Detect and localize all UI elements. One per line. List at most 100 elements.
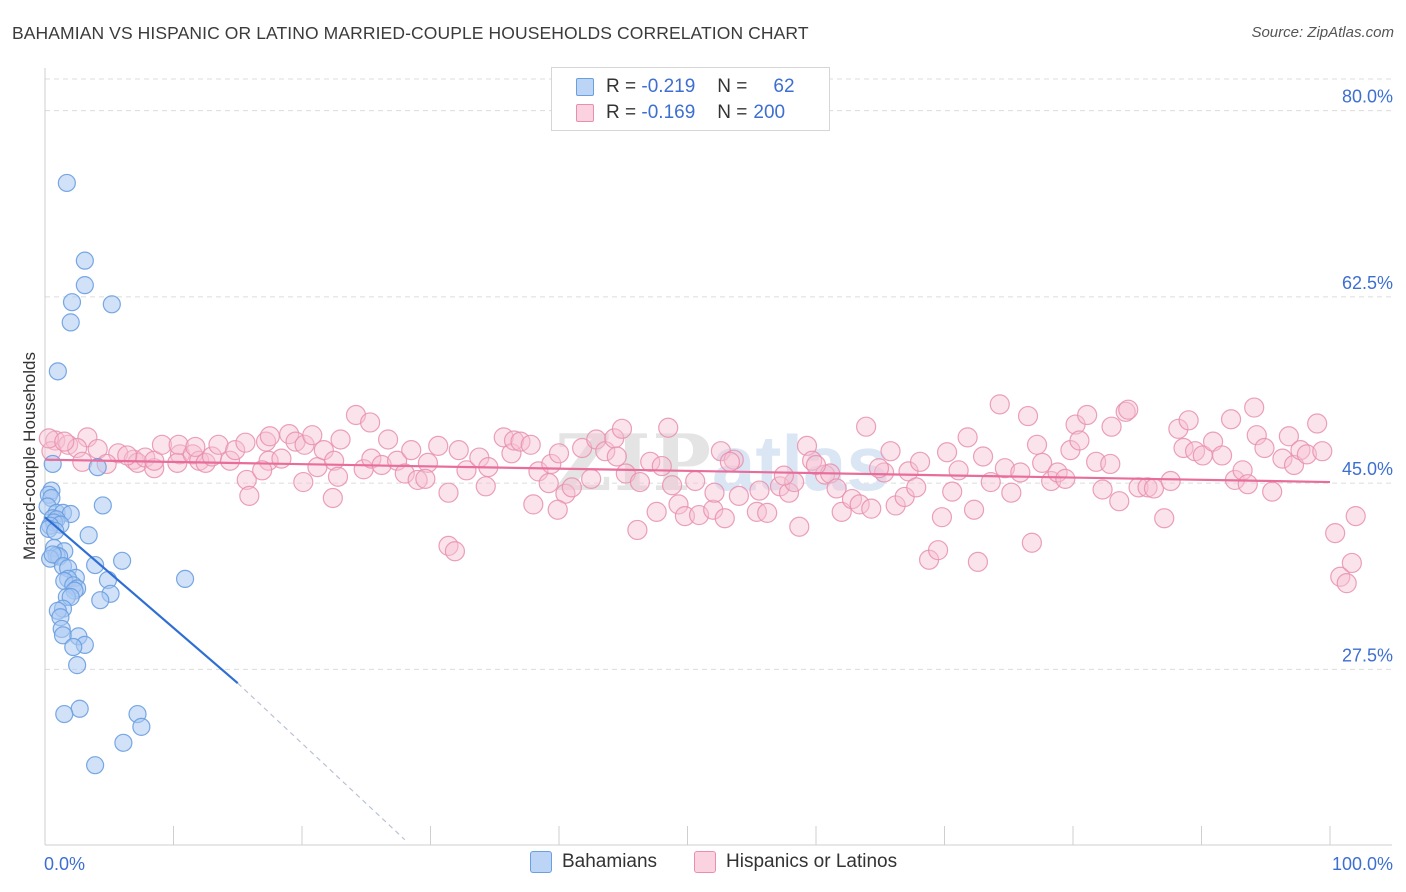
hispanic-point <box>428 435 449 456</box>
hispanic-point <box>668 494 689 515</box>
hispanic-point <box>1278 426 1299 447</box>
bahamian-point <box>43 454 62 474</box>
hispanic-point <box>151 434 173 455</box>
hispanic-point <box>931 507 953 528</box>
bottom-legend-swatch-blue <box>530 851 552 873</box>
hispanic-point <box>444 541 466 562</box>
legend-n-value: 62 <box>773 76 795 97</box>
y-tick-label: 27.5% <box>1342 645 1393 665</box>
hispanic-point <box>1272 448 1293 469</box>
hispanic-point <box>972 446 994 467</box>
hispanic-point <box>849 494 870 515</box>
hispanic-point <box>789 516 810 537</box>
hispanic-point <box>994 458 1015 479</box>
hispanic-point <box>661 475 683 496</box>
bahamian-trend-line <box>44 516 239 685</box>
hispanic-point <box>327 466 349 487</box>
watermark-zip: ZIP <box>555 418 713 509</box>
correlation-legend: R = -0.219 N = 62 R = -0.169 N = 200 <box>551 67 830 131</box>
bahamian-point <box>114 733 133 752</box>
legend-n-label: N = <box>717 76 748 97</box>
bahamian-point <box>68 656 87 675</box>
hispanic-point <box>1118 399 1139 420</box>
bahamian-point <box>46 521 65 541</box>
bahamian-point <box>102 295 121 314</box>
x-tick-label-max: 100.0% <box>1332 854 1393 874</box>
hispanic-point <box>407 469 428 491</box>
hispanic-point <box>629 471 651 493</box>
hispanic-point <box>606 446 627 467</box>
hispanic-point <box>651 455 672 477</box>
hispanic-point <box>704 482 725 503</box>
bahamian-point <box>79 526 98 545</box>
bottom-legend-label: Bahamians <box>562 851 658 872</box>
hispanic-point <box>475 476 496 497</box>
hispanic-point <box>1254 437 1275 459</box>
hispanic-point <box>236 469 257 491</box>
hispanic-point <box>646 501 667 522</box>
hispanic-point <box>640 451 661 472</box>
hispanic-point <box>749 480 770 501</box>
bahamian-point <box>48 362 67 381</box>
bahamian-point <box>86 555 105 575</box>
hispanic-point <box>528 461 549 482</box>
hispanic-point <box>225 440 246 461</box>
legend-r-label: R = <box>606 76 637 97</box>
hispanic-point <box>861 498 882 519</box>
hispanic-point <box>703 499 724 520</box>
hispanic-point <box>548 443 570 464</box>
bahamian-point <box>93 496 112 515</box>
hispanic-point <box>235 432 256 453</box>
hispanic-point <box>1154 508 1175 529</box>
hispanic-point <box>561 477 582 498</box>
hispanic-point <box>185 436 206 458</box>
y-tick-label: 62.5% <box>1342 273 1393 293</box>
hispanic-point <box>1077 404 1098 426</box>
hispanic-point <box>805 454 827 476</box>
trend-lines <box>44 458 1331 841</box>
bahamian-point <box>62 293 82 312</box>
hispanic-point <box>1178 410 1199 431</box>
bahamian-point <box>91 591 110 610</box>
hispanic-point <box>1100 453 1121 475</box>
legend-row-bahamians: R = -0.219 N = 62 <box>576 75 795 99</box>
bahamian-point <box>57 173 76 193</box>
chart-source: Source: ZipAtlas.com <box>1251 24 1394 41</box>
hispanic-point <box>1211 445 1233 466</box>
bottom-legend-label: Hispanics or Latinos <box>726 851 898 872</box>
hispanic-point <box>1160 470 1181 492</box>
hispanic-trend-line <box>44 458 1331 484</box>
hispanic-point <box>685 470 706 492</box>
legend-r-value: -0.169 <box>641 102 696 123</box>
hispanic-point <box>438 535 459 557</box>
bahamian-point <box>132 717 151 736</box>
bahamian-point <box>55 704 74 724</box>
hispanic-point <box>547 499 568 520</box>
y-tick-label: 45.0% <box>1342 459 1393 479</box>
hispanic-point <box>1296 444 1317 465</box>
hispanic-point <box>581 468 602 489</box>
bottom-legend-swatch-pink <box>694 851 716 873</box>
hispanic-point <box>611 418 633 439</box>
hispanic-point <box>1017 405 1039 427</box>
hispanic-point <box>401 440 422 461</box>
hispanic-point <box>880 441 901 462</box>
hispanic-point <box>1307 413 1328 434</box>
hispanic-point <box>77 427 98 448</box>
bottom-legend-hispanics[interactable]: Hispanics or Latinos <box>694 851 897 873</box>
hispanic-point <box>714 508 735 529</box>
series-bahamians-points <box>38 173 195 775</box>
bottom-legend-bahamians[interactable]: Bahamians <box>530 851 657 873</box>
y-axis-title: Married-couple Households <box>20 352 39 560</box>
bahamian-point <box>88 458 107 477</box>
hispanic-point <box>1021 532 1042 553</box>
bahamian-point <box>70 699 89 718</box>
hispanic-point <box>377 429 399 450</box>
hispanic-point <box>796 435 818 456</box>
hispanic-point <box>360 412 381 433</box>
hispanic-point <box>54 431 75 452</box>
hispanic-point <box>208 434 229 455</box>
hispanic-point <box>1092 479 1113 500</box>
x-tick-label-min: 0.0% <box>44 854 85 874</box>
hispanic-point <box>627 519 648 541</box>
